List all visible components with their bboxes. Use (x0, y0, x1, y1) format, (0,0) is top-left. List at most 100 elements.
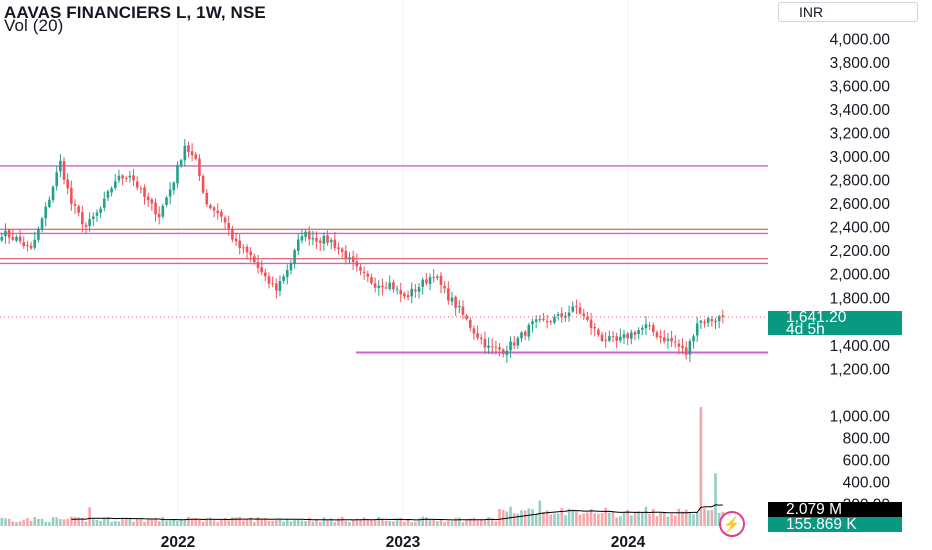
volume-bar (710, 509, 714, 526)
currency-selector[interactable]: INR (778, 2, 918, 22)
volume-bar (285, 518, 289, 526)
candle-body (600, 334, 604, 341)
volume-bar (55, 517, 58, 526)
volume-bar (264, 518, 267, 526)
candle-body (564, 315, 567, 318)
y-tick-label: 2,200.00 (830, 243, 891, 260)
y-tick-label: 3,400.00 (830, 102, 891, 119)
candle-body (717, 316, 721, 322)
y-tick-label: 600.00 (843, 453, 891, 470)
candle-body (245, 246, 249, 253)
bar-countdown: 4d 5h (786, 321, 825, 338)
candle-body (651, 325, 655, 332)
volume-bar (395, 517, 399, 526)
candle-body (673, 341, 677, 343)
candle-body (337, 247, 340, 250)
candle-body (44, 206, 48, 219)
volume-bar (275, 519, 278, 526)
candle-body (403, 293, 406, 297)
candle-body (399, 289, 403, 295)
candle-body (165, 197, 168, 205)
candle-body (253, 256, 256, 263)
volume-bar (479, 519, 483, 526)
candle-body (626, 333, 629, 339)
y-tick-label: 1,200.00 (830, 362, 891, 379)
y-axis[interactable]: 4,000.00 3,800.00 3,600.00 3,400.00 3,200.00… (830, 32, 891, 514)
candle-body (300, 236, 304, 241)
candle-body (340, 248, 344, 252)
volume-bar (139, 518, 143, 526)
volume-bar (150, 519, 154, 526)
candle-body (351, 256, 355, 263)
candle-body (154, 202, 157, 215)
candle-body (571, 306, 575, 312)
volume-bar (370, 520, 373, 526)
volume-bar (102, 518, 106, 526)
volume-bar (249, 517, 252, 526)
volume-bar (436, 521, 439, 526)
volume-bar (121, 518, 124, 526)
volume-bar (381, 518, 384, 526)
candle-body (655, 332, 659, 338)
volume-bar (300, 520, 304, 526)
y-tick-label: 2,800.00 (830, 173, 891, 190)
volume-bar (22, 519, 26, 526)
volume-bar (549, 514, 553, 526)
candle-body (611, 336, 615, 338)
volume-bar (597, 513, 600, 526)
x-axis[interactable]: 2022 2023 2024 (161, 534, 646, 550)
candle-body (366, 273, 370, 277)
volume-bar (714, 473, 717, 526)
volume-bar (355, 518, 359, 526)
candle-body (479, 337, 483, 340)
candle-body (432, 277, 435, 279)
volume-bar (110, 522, 113, 526)
volume-bar (571, 509, 575, 526)
candle-body (187, 145, 190, 152)
candle-body (425, 279, 428, 284)
volume-bar (62, 519, 66, 526)
volume-bar (366, 519, 370, 526)
volume-bar (212, 520, 216, 526)
candle-body (439, 275, 443, 285)
volume-bar (630, 515, 633, 526)
candle-body (275, 283, 278, 291)
candle-body (706, 318, 710, 323)
candle-body (333, 239, 337, 248)
volume-bar (26, 517, 29, 526)
volume-bar (509, 506, 512, 526)
volume-bar (428, 519, 432, 526)
volume-ma-path (71, 504, 723, 521)
volume-bar (73, 516, 77, 526)
volume-bar (454, 518, 457, 526)
lightning-bolt-icon[interactable]: ⚡ (719, 511, 745, 537)
candle-body (699, 320, 703, 323)
candle-body (132, 175, 135, 181)
volume-bar (659, 512, 662, 526)
candle-body (468, 319, 472, 328)
candle-body (84, 224, 88, 227)
candle-body (604, 339, 607, 341)
candle-body (55, 172, 58, 187)
volume-bar (373, 519, 377, 526)
volume-bars (0, 407, 725, 526)
volume-bar (604, 507, 607, 526)
volume-bar (260, 519, 263, 526)
candle-body (695, 323, 699, 336)
candle-body (476, 333, 479, 338)
candle-body (498, 347, 501, 350)
y-tick-label: 1,400.00 (830, 338, 891, 355)
candlesticks[interactable] (0, 138, 725, 363)
candle-body (545, 321, 549, 323)
volume-bar (124, 518, 128, 526)
volume-bar (33, 517, 37, 526)
horizontal-level-lines[interactable] (0, 165, 768, 354)
candle-body (681, 345, 684, 349)
volume-bar (684, 509, 688, 526)
candle-body (630, 332, 633, 339)
volume-bar (161, 516, 165, 526)
volume-bar (608, 512, 611, 526)
candle-body (721, 315, 725, 317)
volume-bar (37, 518, 40, 526)
